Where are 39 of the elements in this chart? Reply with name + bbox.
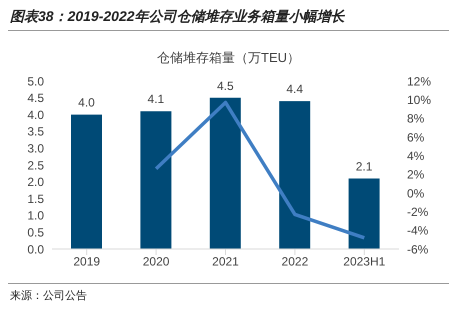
y-tick-label: 3.0 (27, 141, 44, 156)
y2-tick-label: -6% (407, 242, 429, 256)
bar (348, 178, 380, 249)
y-tick-label: 0.0 (27, 242, 44, 256)
bar (210, 98, 241, 249)
y2-tick-label: 6% (407, 130, 425, 144)
data-label: 4.1 (148, 92, 165, 106)
x-tick-label: 2020 (142, 254, 170, 269)
bar (140, 111, 172, 249)
y2-tick-label: 0% (407, 186, 425, 200)
bar (279, 101, 310, 249)
y-tick-label: 1.5 (27, 192, 44, 206)
y-tick-label: 0.5 (27, 225, 44, 240)
y-tick-label: 5.0 (27, 74, 44, 88)
y2-tick-label: 12% (407, 74, 432, 88)
x-tick-label: 2023H1 (343, 254, 386, 269)
y-tick-label: 2.5 (27, 158, 44, 172)
data-label: 2.1 (356, 159, 373, 174)
y2-tick-label: 8% (407, 112, 425, 126)
x-tick-label: 2019 (73, 254, 100, 269)
y-tick-label: 4.0 (27, 108, 44, 122)
y-tick-label: 3.5 (27, 124, 44, 139)
x-tick-label: 2022 (282, 254, 309, 269)
data-label: 4.0 (78, 96, 96, 110)
chart-subtitle: 仓储堆存箱量（万TEU） (156, 49, 301, 67)
y-tick-label: 2.0 (27, 175, 44, 190)
y2-tick-label: 4% (407, 148, 425, 163)
y-tick-label: 4.5 (27, 91, 44, 106)
source-note: 来源：公司公告 (9, 288, 88, 303)
data-label: 4.4 (286, 82, 304, 96)
x-tick-label: 2021 (212, 254, 240, 269)
y2-tick-label: 2% (407, 168, 425, 182)
y2-tick-label: -4% (407, 224, 429, 238)
y2-tick-label: -2% (407, 204, 429, 219)
bar (71, 114, 102, 249)
chart-title: 图表38：2019-2022年公司仓储堆存业务箱量小幅增长 (9, 8, 346, 26)
y-tick-label: 1.0 (27, 208, 44, 223)
data-label: 4.5 (216, 78, 234, 93)
y2-tick-label: 10% (407, 92, 432, 107)
